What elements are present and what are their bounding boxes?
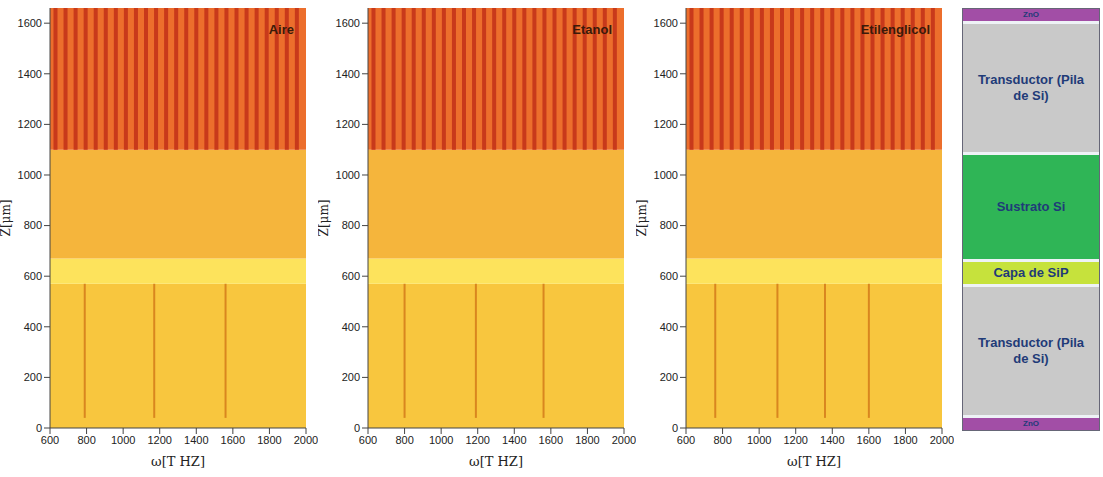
svg-text:Z[μm]: Z[μm] xyxy=(0,200,13,237)
svg-text:600: 600 xyxy=(41,434,59,446)
svg-text:200: 200 xyxy=(342,371,360,383)
svg-text:1400: 1400 xyxy=(502,434,526,446)
svg-text:1600: 1600 xyxy=(221,434,245,446)
html-text:Sustrato Si: Sustrato Si xyxy=(996,199,1066,214)
svg-text:800: 800 xyxy=(24,219,42,231)
svg-text:600: 600 xyxy=(660,270,678,282)
svg-text:1000: 1000 xyxy=(336,169,360,181)
svg-text:1800: 1800 xyxy=(257,434,281,446)
svg-text:800: 800 xyxy=(342,219,360,231)
svg-text:0: 0 xyxy=(672,422,678,434)
svg-text:1600: 1600 xyxy=(336,17,360,29)
svg-text:1200: 1200 xyxy=(465,434,489,446)
svg-text:800: 800 xyxy=(713,434,731,446)
svg-text:1800: 1800 xyxy=(893,434,917,446)
svg-text:2000: 2000 xyxy=(930,434,954,446)
html-text:Etilenglicol: Etilenglicol xyxy=(860,22,930,37)
svg-text:1600: 1600 xyxy=(654,17,678,29)
svg-text:Z[μm]: Z[μm] xyxy=(636,200,649,237)
svg-text:1000: 1000 xyxy=(747,434,771,446)
svg-text:1200: 1200 xyxy=(783,434,807,446)
svg-text:2000: 2000 xyxy=(612,434,636,446)
svg-text:1400: 1400 xyxy=(654,68,678,80)
svg-text:ω[T HZ]: ω[T HZ] xyxy=(787,454,841,469)
svg-text:1600: 1600 xyxy=(18,17,42,29)
svg-text:0: 0 xyxy=(354,422,360,434)
svg-text:2000: 2000 xyxy=(294,434,318,446)
svg-text:0: 0 xyxy=(36,422,42,434)
svg-text:600: 600 xyxy=(359,434,377,446)
html-text:Capa de SiP: Capa de SiP xyxy=(993,265,1069,280)
svg-text:800: 800 xyxy=(77,434,95,446)
svg-text:1400: 1400 xyxy=(820,434,844,446)
svg-text:1000: 1000 xyxy=(429,434,453,446)
html-text:Transductor (Pila de Si): Transductor (Pila de Si) xyxy=(977,335,1085,366)
svg-text:600: 600 xyxy=(342,270,360,282)
svg-text:1600: 1600 xyxy=(857,434,881,446)
svg-text:400: 400 xyxy=(660,321,678,333)
svg-text:1400: 1400 xyxy=(18,68,42,80)
svg-text:1200: 1200 xyxy=(147,434,171,446)
svg-text:1400: 1400 xyxy=(184,434,208,446)
svg-text:200: 200 xyxy=(660,371,678,383)
svg-text:400: 400 xyxy=(342,321,360,333)
svg-text:1000: 1000 xyxy=(18,169,42,181)
svg-text:ω[T HZ]: ω[T HZ] xyxy=(151,454,205,469)
svg-text:1200: 1200 xyxy=(336,118,360,130)
svg-text:800: 800 xyxy=(660,219,678,231)
svg-text:1000: 1000 xyxy=(654,169,678,181)
svg-text:1600: 1600 xyxy=(539,434,563,446)
svg-text:400: 400 xyxy=(24,321,42,333)
svg-text:1200: 1200 xyxy=(18,118,42,130)
html-text:Etanol: Etanol xyxy=(572,22,612,37)
html-text:ZnO: ZnO xyxy=(1023,10,1039,19)
svg-text:1400: 1400 xyxy=(336,68,360,80)
svg-text:ω[T HZ]: ω[T HZ] xyxy=(469,454,523,469)
svg-text:1800: 1800 xyxy=(575,434,599,446)
svg-text:600: 600 xyxy=(677,434,695,446)
svg-text:800: 800 xyxy=(395,434,413,446)
svg-text:600: 600 xyxy=(24,270,42,282)
svg-text:Z[μm]: Z[μm] xyxy=(318,200,331,237)
html-text:Transductor (Pila de Si): Transductor (Pila de Si) xyxy=(977,72,1085,103)
svg-text:200: 200 xyxy=(24,371,42,383)
html-text:ZnO: ZnO xyxy=(1023,419,1039,428)
svg-text:1200: 1200 xyxy=(654,118,678,130)
html-text:Aire: Aire xyxy=(268,22,294,37)
svg-text:1000: 1000 xyxy=(111,434,135,446)
